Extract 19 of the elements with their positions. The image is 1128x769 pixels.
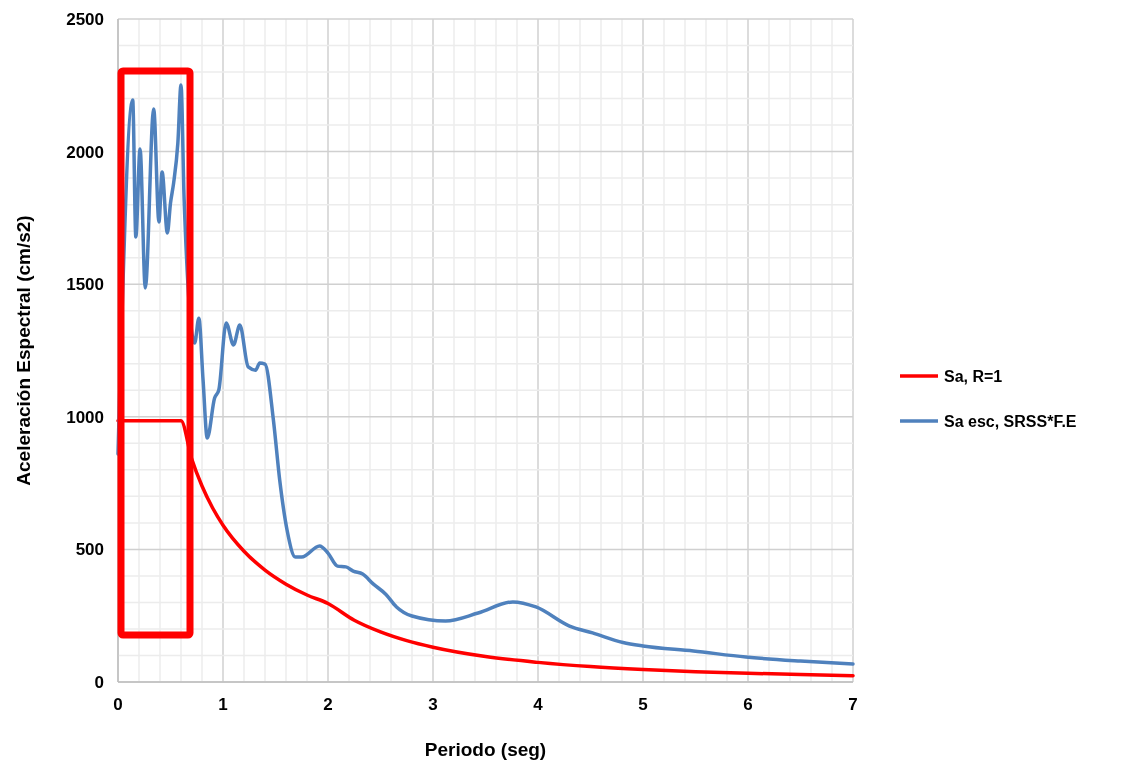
x-tick-label: 1 [218, 695, 228, 714]
line-series [116, 419, 855, 678]
legend-label: Sa esc, SRSS*F.E [944, 413, 1077, 430]
x-tick-label: 6 [743, 695, 753, 714]
y-tick-label: 1000 [66, 407, 104, 427]
x-tick-label: 3 [428, 695, 438, 714]
y-tick-label: 0 [94, 673, 104, 692]
y-tick-label: 500 [75, 540, 104, 560]
x-tick-label: 0 [113, 695, 123, 714]
y-axis-title: Aceleración Espectral (cm/s2) [13, 215, 34, 486]
y-tick-label: 2000 [66, 142, 104, 162]
x-tick-label: 5 [638, 695, 648, 714]
x-tick-label: 4 [533, 695, 544, 714]
y-tick-label: 2500 [66, 10, 104, 29]
x-axis-title: Periodo (seg) [424, 739, 547, 760]
x-tick-label: 7 [848, 695, 858, 714]
y-tick-label: 1500 [66, 275, 104, 295]
legend-label: Sa, R=1 [944, 368, 1003, 385]
x-tick-label: 2 [323, 695, 333, 714]
